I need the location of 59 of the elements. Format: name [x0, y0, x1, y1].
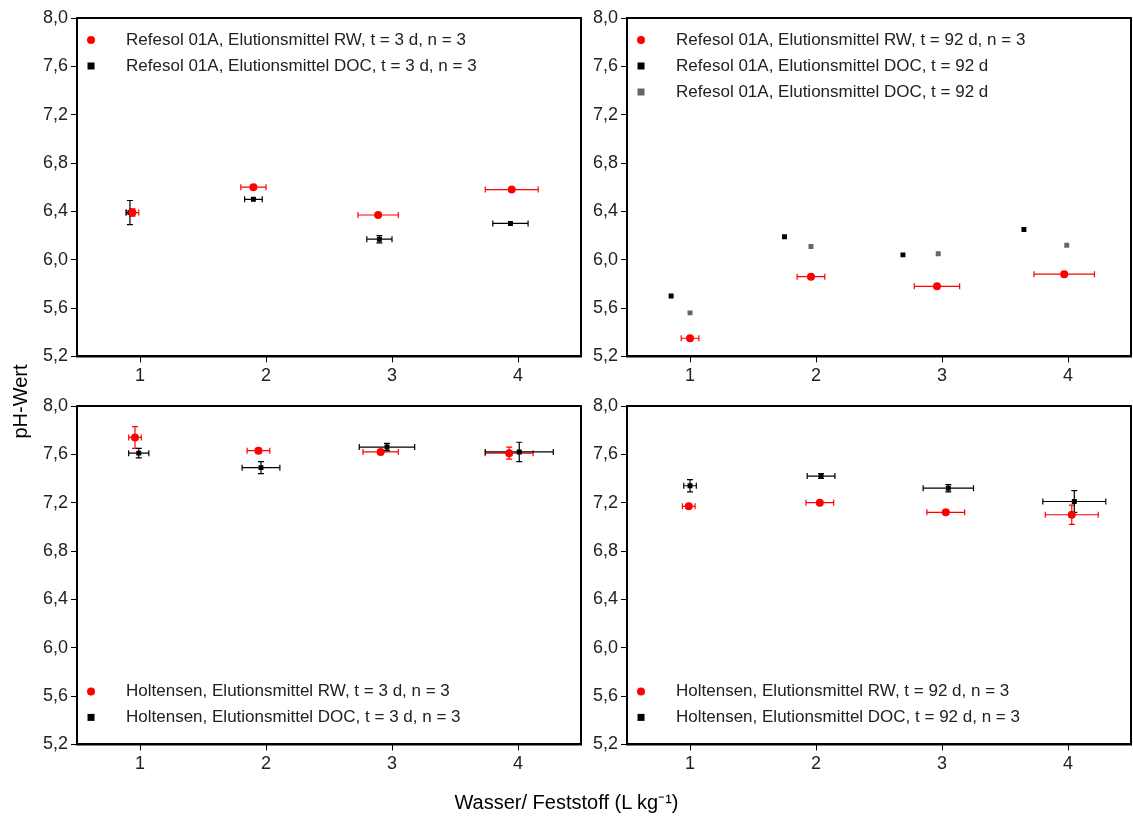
y-tick-label: 7,2 [592, 103, 619, 124]
y-tick-label: 6,0 [592, 636, 619, 657]
legend-label: Holtensen, Elutionsmittel RW, t = 92 d, n = 3 [676, 681, 1010, 701]
y-tick-label: 5,6 [592, 685, 619, 706]
legend-label: Holtensen, Elutionsmittel RW, t = 3 d, n = 3 [126, 681, 450, 701]
y-tick-label: 5,6 [42, 685, 69, 706]
y-tick-label: 6,8 [592, 540, 619, 560]
y-tick-label: 6,8 [42, 540, 69, 560]
x-tick-label: 2 [261, 365, 272, 386]
legend-label: Holtensen, Elutionsmittel DOC, t = 3 d, n = 3 [126, 707, 461, 727]
y-tick-label: 6,8 [592, 152, 619, 172]
y-tick-label: 5,2 [592, 733, 619, 754]
y-axis-title: pH-Wert [8, 363, 32, 441]
x-tick-label: 2 [811, 365, 822, 386]
legend-label: Refesol 01A, Elutionsmittel RW, t = 92 d, n = 3 [676, 29, 1026, 49]
y-tick-label: 5,2 [42, 733, 69, 754]
y-tick-label: 7,2 [592, 491, 619, 512]
y-tick-label: 6,4 [42, 588, 69, 609]
y-tick-label: 7,2 [42, 103, 69, 124]
y-tick-label: 8,0 [42, 394, 69, 415]
legend-label: Holtensen, Elutionsmittel DOC, t = 92 d, n = 3 [676, 707, 1020, 727]
y-tick-label: 6,0 [592, 248, 619, 269]
legend-label: Refesol 01A, Elutionsmittel RW, t = 3 d, n = 3 [126, 29, 466, 49]
y-tick-label: 6,4 [592, 588, 619, 609]
x-tick-label: 3 [387, 753, 398, 774]
x-tick-label: 1 [685, 365, 696, 386]
y-tick-label: 6,4 [592, 200, 619, 221]
x-tick-label: 3 [937, 753, 948, 774]
x-tick-label: 3 [937, 365, 948, 386]
y-tick-label: 6,8 [42, 152, 69, 172]
y-tick-label: 7,6 [592, 55, 619, 76]
x-tick-label: 4 [1062, 365, 1074, 386]
y-tick-label: 5,6 [592, 297, 619, 318]
x-tick-label: 4 [1062, 753, 1074, 774]
legend-label: Refesol 01A, Elutionsmittel DOC, t = 92 d [676, 81, 989, 101]
x-tick-label: 4 [512, 365, 524, 386]
y-tick-label: 8,0 [592, 394, 619, 415]
x-tick-label: 2 [811, 753, 822, 774]
legend-label: Refesol 01A, Elutionsmittel DOC, t = 92 d [676, 55, 989, 75]
y-tick-label: 5,2 [592, 345, 619, 366]
y-tick-label: 7,2 [42, 491, 69, 512]
x-tick-label: 2 [261, 753, 272, 774]
y-tick-label: 7,6 [42, 55, 69, 76]
x-tick-label: 4 [512, 753, 524, 774]
y-tick-label: 5,6 [42, 297, 69, 318]
y-tick-label: 6,0 [42, 248, 69, 269]
y-tick-label: 5,2 [42, 345, 69, 366]
y-tick-label: 6,4 [42, 200, 69, 221]
x-tick-label: 3 [387, 365, 398, 386]
y-tick-label: 7,6 [592, 443, 619, 464]
y-tick-label: 7,6 [42, 443, 69, 464]
y-tick-label: 8,0 [592, 6, 619, 27]
legend-label: Refesol 01A, Elutionsmittel DOC, t = 3 d, n = 3 [126, 55, 477, 75]
x-tick-label: 1 [135, 365, 146, 386]
y-tick-label: 6,0 [42, 636, 69, 657]
x-axis-title: Wasser/ Feststoff (L kg⁻¹) [453, 790, 680, 815]
y-tick-label: 8,0 [42, 6, 69, 27]
x-tick-label: 1 [135, 753, 146, 774]
x-tick-label: 1 [685, 753, 696, 774]
